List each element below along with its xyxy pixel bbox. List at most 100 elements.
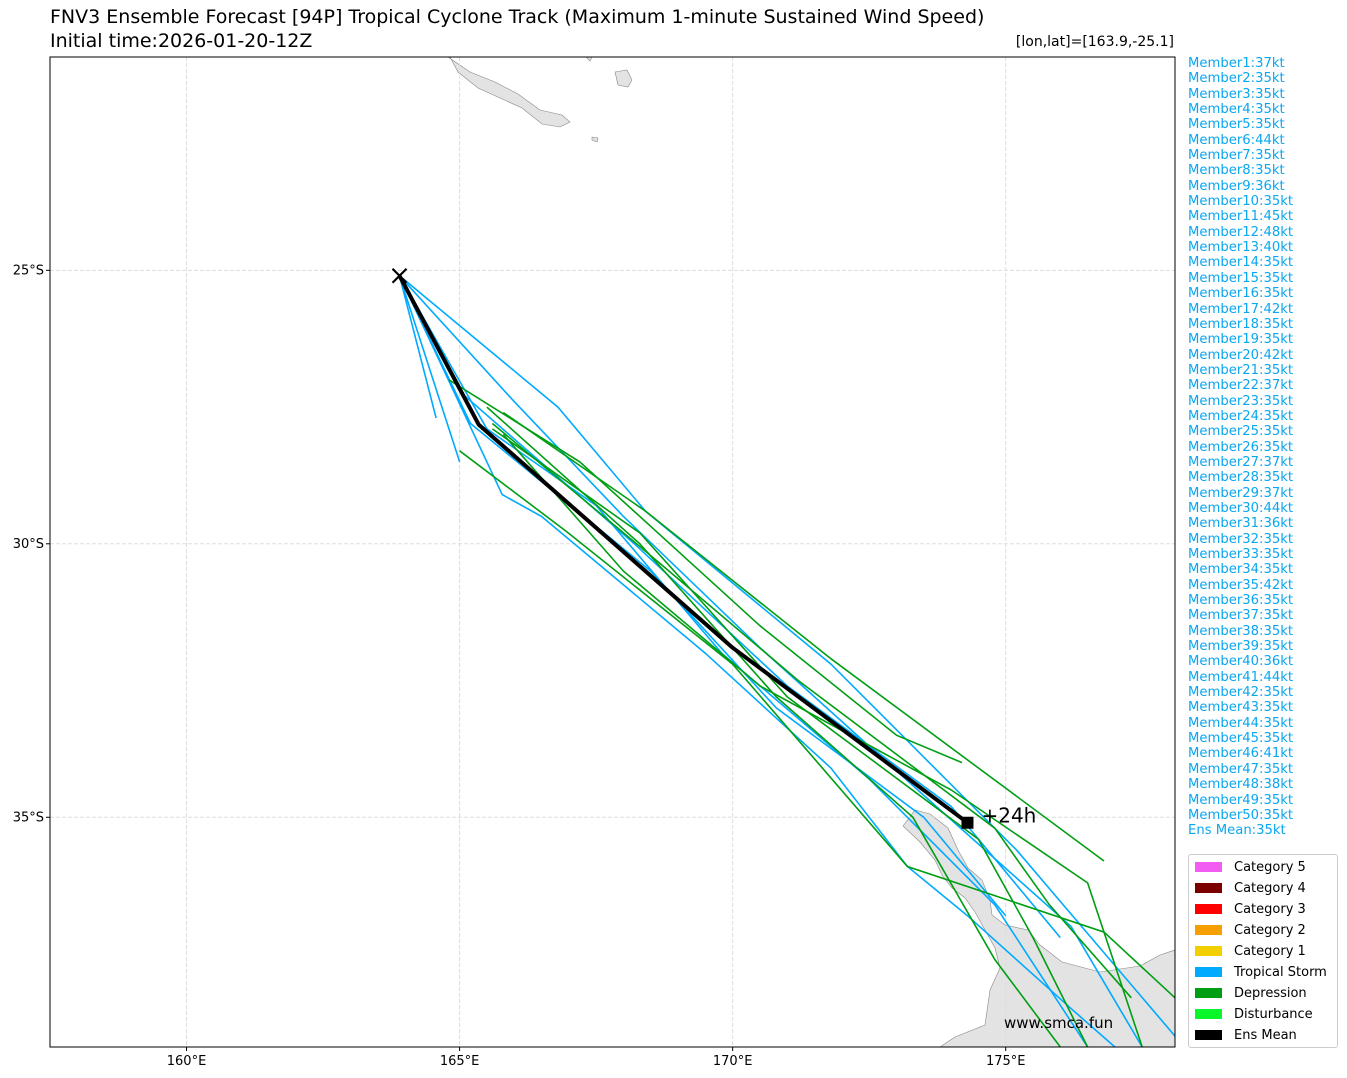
legend-swatch: [1195, 988, 1222, 998]
member-intensity-item: Member30:44kt: [1188, 500, 1294, 516]
member-intensity-item: Member37:35kt: [1188, 608, 1294, 624]
member-track: [502, 411, 1105, 862]
land-island: [585, 57, 593, 62]
member-intensity-item: Member45:35kt: [1188, 731, 1294, 747]
member-track: [398, 275, 461, 463]
land-new-zealand: [902, 809, 1175, 1047]
member-track: [398, 275, 437, 419]
member-intensity-item: Member13:40kt: [1188, 240, 1294, 256]
legend-label: Depression: [1234, 985, 1307, 1001]
legend-swatch: [1195, 967, 1222, 977]
member-track: [448, 379, 963, 764]
member-intensity-item: Member49:35kt: [1188, 792, 1294, 808]
member-intensity-item: Member48:38kt: [1188, 777, 1294, 793]
member-intensity-item: Member39:35kt: [1188, 639, 1294, 655]
member-track: [398, 275, 1116, 1047]
legend: Category 5 Category 4 Category 3 Category 2…: [1188, 854, 1338, 1048]
member-intensity-item: Member23:35kt: [1188, 393, 1294, 409]
ens-mean-24h-marker: [961, 816, 974, 829]
legend-item: Depression: [1195, 983, 1307, 1003]
legend-label: Ens Mean: [1234, 1027, 1297, 1043]
x-tick-label: 160°E: [167, 1054, 207, 1069]
legend-swatch: [1195, 883, 1222, 893]
watermark: www.smca.fun: [1004, 1014, 1113, 1032]
legend-label: Category 4: [1234, 880, 1306, 896]
member-intensity-item: Member1:37kt: [1188, 56, 1285, 71]
figure-subtitle: Initial time:2026-01-20-12Z: [50, 30, 313, 52]
member-intensity-item: Ens Mean:35kt: [1188, 823, 1286, 839]
legend-swatch: [1195, 1030, 1222, 1040]
member-intensity-list: Member1:37kt Member2:35kt Member3:35kt Memb…: [1188, 56, 1293, 839]
member-intensity-item: Member24:35kt: [1188, 408, 1294, 424]
legend-swatch: [1195, 946, 1222, 956]
member-intensity-item: Member7:35kt: [1188, 148, 1285, 164]
member-intensity-item: Member19:35kt: [1188, 332, 1294, 348]
member-intensity-item: Member17:42kt: [1188, 301, 1294, 317]
member-intensity-item: Member50:35kt: [1188, 807, 1294, 823]
member-track: [491, 422, 1132, 999]
member-intensity-item: Member10:35kt: [1188, 194, 1294, 210]
y-tick-label: 25°S: [13, 263, 44, 278]
member-intensity-item: Member32:35kt: [1188, 531, 1294, 547]
legend-item: Category 4: [1195, 878, 1306, 898]
initial-position-marker-icon: [391, 268, 408, 284]
member-intensity-item: Member9:36kt: [1188, 178, 1285, 194]
member-intensity-item: Member3:35kt: [1188, 86, 1285, 102]
land-new-caledonia: [447, 57, 571, 128]
legend-label: Category 5: [1234, 859, 1306, 875]
y-tick-label: 30°S: [13, 537, 44, 552]
legend-label: Category 1: [1234, 943, 1306, 959]
legend-swatch: [1195, 904, 1222, 914]
member-intensity-item: Member46:41kt: [1188, 746, 1294, 762]
member-track: [398, 275, 1061, 939]
member-intensity-item: Member25:35kt: [1188, 424, 1294, 440]
member-track: [398, 275, 1007, 917]
member-intensity-item: Member5:35kt: [1188, 117, 1285, 133]
member-intensity-item: Member20:42kt: [1188, 347, 1294, 363]
map-frame: [49, 56, 1176, 1048]
legend-swatch: [1195, 925, 1222, 935]
member-intensity-item: Member2:35kt: [1188, 71, 1285, 87]
x-tick-label: 165°E: [440, 1054, 480, 1069]
member-intensity-item: Member21:35kt: [1188, 362, 1294, 378]
legend-item: Ens Mean: [1195, 1025, 1297, 1045]
member-intensity-item: Member35:42kt: [1188, 577, 1294, 593]
legend-item: Category 2: [1195, 920, 1306, 940]
legend-label: Disturbance: [1234, 1006, 1313, 1022]
legend-label: Category 2: [1234, 922, 1306, 938]
ens-mean-track: [397, 274, 969, 825]
member-intensity-item: Member16:35kt: [1188, 286, 1294, 302]
land-island: [614, 69, 633, 88]
member-intensity-item: Member47:35kt: [1188, 761, 1294, 777]
member-intensity-item: Member44:35kt: [1188, 715, 1294, 731]
member-intensity-item: Member28:35kt: [1188, 470, 1294, 486]
x-tick-label: 170°E: [713, 1054, 753, 1069]
member-intensity-item: Member38:35kt: [1188, 623, 1294, 639]
x-tick-label: 175°E: [986, 1054, 1026, 1069]
member-intensity-item: Member26:35kt: [1188, 439, 1294, 455]
lead-time-label: +24h: [981, 804, 1036, 828]
legend-item: Category 5: [1195, 857, 1306, 877]
legend-swatch: [1195, 1009, 1222, 1019]
member-intensity-item: Member31:36kt: [1188, 516, 1294, 532]
member-intensity-item: Member4:35kt: [1188, 102, 1285, 118]
member-track: [398, 275, 1143, 1047]
legend-item: Category 3: [1195, 899, 1306, 919]
member-intensity-item: Member36:35kt: [1188, 593, 1294, 609]
y-tick-label: 35°S: [13, 810, 44, 825]
legend-item: Disturbance: [1195, 1004, 1313, 1024]
legend-swatch: [1195, 862, 1222, 872]
member-intensity-item: Member42:35kt: [1188, 685, 1294, 701]
member-intensity-item: Member14:35kt: [1188, 255, 1294, 271]
member-intensity-item: Member11:45kt: [1188, 209, 1294, 225]
member-intensity-item: Member29:37kt: [1188, 485, 1294, 501]
legend-item: Tropical Storm: [1195, 962, 1327, 982]
legend-label: Category 3: [1234, 901, 1306, 917]
member-intensity-item: Member18:35kt: [1188, 316, 1294, 332]
legend-item: Category 1: [1195, 941, 1306, 961]
member-intensity-item: Member6:44kt: [1188, 132, 1285, 148]
member-intensity-item: Member43:35kt: [1188, 700, 1294, 716]
member-track: [459, 450, 1175, 999]
